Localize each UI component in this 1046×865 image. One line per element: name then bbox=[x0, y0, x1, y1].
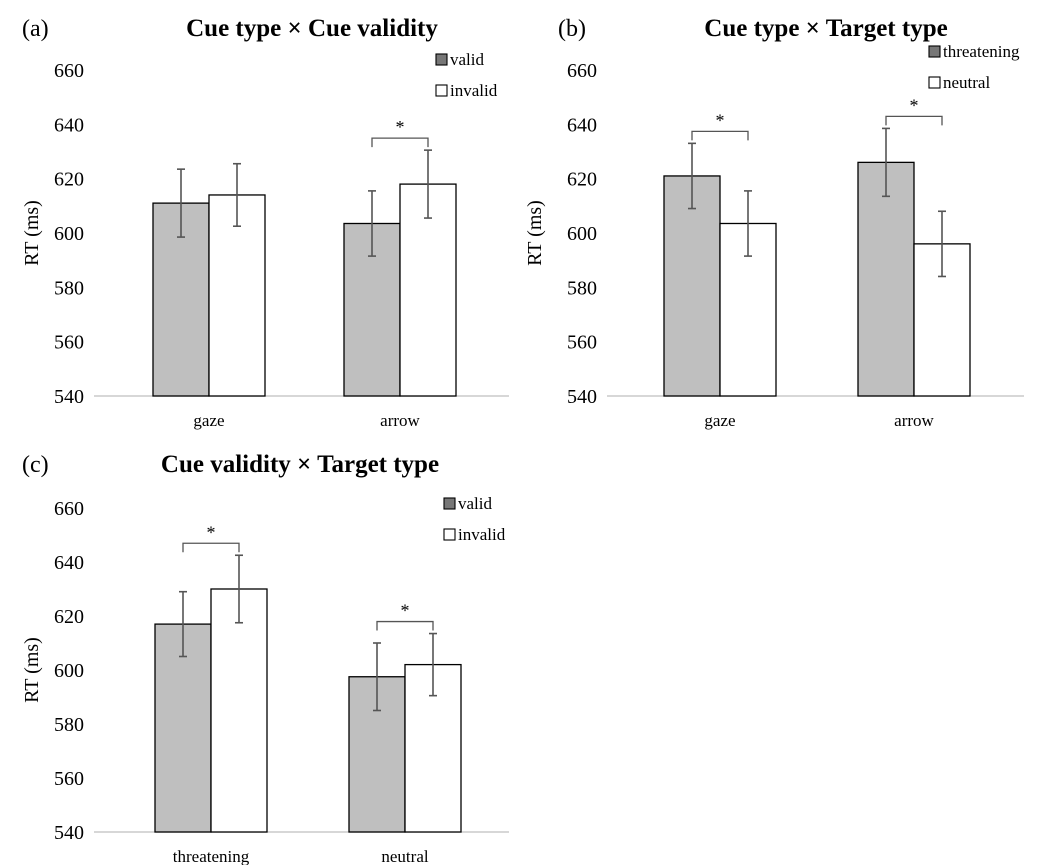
legend-swatch-invalid bbox=[435, 84, 448, 97]
legend-swatch-valid bbox=[443, 497, 456, 510]
y-tick-label: 540 bbox=[567, 386, 597, 408]
significance-bracket bbox=[376, 620, 434, 631]
x-tick-label: neutral bbox=[381, 847, 428, 865]
significance-star: * bbox=[396, 117, 405, 137]
bar-valid-threatening bbox=[154, 623, 212, 833]
legend-label: invalid bbox=[450, 81, 498, 100]
x-tick-label: arrow bbox=[894, 411, 934, 430]
significance-star: * bbox=[401, 601, 410, 621]
significance-bracket bbox=[371, 137, 429, 148]
x-tick-label: threatening bbox=[173, 847, 250, 865]
y-tick-label: 580 bbox=[567, 277, 597, 299]
legend-label: neutral bbox=[943, 73, 990, 92]
y-tick-label: 640 bbox=[54, 552, 84, 574]
y-tick-label: 660 bbox=[567, 60, 597, 82]
y-tick-label: 600 bbox=[567, 223, 597, 245]
chart-panel-2: (c) Cue validity × Target type RT (ms) 540 5… bbox=[21, 451, 509, 865]
legend-label: valid bbox=[450, 50, 484, 69]
bar-invalid-gaze bbox=[208, 194, 266, 397]
y-tick-label: 620 bbox=[54, 169, 84, 191]
legend-label: invalid bbox=[458, 525, 506, 544]
y-tick-label: 640 bbox=[567, 114, 597, 136]
legend-label: valid bbox=[458, 494, 492, 513]
x-tick-label: arrow bbox=[380, 411, 420, 430]
significance-bracket bbox=[182, 542, 240, 553]
y-axis-label: RT (ms) bbox=[21, 200, 43, 266]
y-tick-label: 620 bbox=[54, 606, 84, 628]
bar-invalid-arrow bbox=[399, 183, 457, 397]
significance-star: * bbox=[716, 110, 725, 130]
y-tick-label: 580 bbox=[54, 714, 84, 736]
y-axis-label: RT (ms) bbox=[524, 200, 546, 266]
y-tick-label: 560 bbox=[567, 332, 597, 354]
y-tick-label: 600 bbox=[54, 223, 84, 245]
chart-title: Cue type × Target type bbox=[704, 15, 947, 42]
y-tick-label: 660 bbox=[54, 60, 84, 82]
significance-bracket bbox=[691, 130, 749, 141]
y-tick-label: 560 bbox=[54, 332, 84, 354]
chart-title: Cue type × Cue validity bbox=[186, 15, 438, 42]
y-tick-label: 580 bbox=[54, 277, 84, 299]
y-tick-label: 660 bbox=[54, 498, 84, 520]
chart-panel-1: (b) Cue type × Target type RT (ms) 540 560 58… bbox=[524, 15, 1024, 430]
y-tick-label: 600 bbox=[54, 660, 84, 682]
y-axis-label: RT (ms) bbox=[21, 637, 43, 703]
significance-star: * bbox=[910, 95, 919, 115]
panel-label: (c) bbox=[22, 452, 49, 478]
x-tick-label: gaze bbox=[704, 411, 735, 430]
x-tick-label: gaze bbox=[193, 411, 224, 430]
y-tick-label: 540 bbox=[54, 822, 84, 844]
panel-label: (a) bbox=[22, 16, 49, 42]
significance-star: * bbox=[207, 522, 216, 542]
legend-swatch-valid bbox=[435, 53, 448, 66]
bar-threatening-arrow bbox=[857, 161, 915, 397]
chart-title: Cue validity × Target type bbox=[161, 451, 439, 478]
legend-swatch-invalid bbox=[443, 528, 456, 541]
significance-bracket bbox=[885, 115, 943, 126]
chart-panel-0: (a) Cue type × Cue validity RT (ms) 540 560 5… bbox=[21, 15, 509, 430]
legend-swatch-threatening bbox=[928, 45, 941, 58]
y-tick-label: 640 bbox=[54, 114, 84, 136]
y-tick-label: 560 bbox=[54, 768, 84, 790]
legend-swatch-neutral bbox=[928, 76, 941, 89]
bar-invalid-threatening bbox=[210, 588, 268, 833]
legend-label: threatening bbox=[943, 42, 1020, 61]
panel-label: (b) bbox=[558, 16, 586, 42]
y-tick-label: 620 bbox=[567, 169, 597, 191]
y-tick-label: 540 bbox=[54, 386, 84, 408]
